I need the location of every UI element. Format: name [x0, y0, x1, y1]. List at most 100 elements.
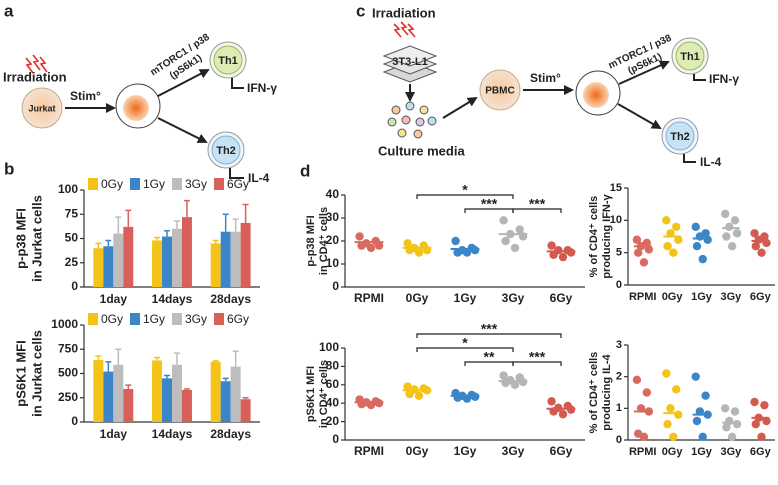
error-bar	[154, 356, 161, 361]
x-tick-label: RPMI	[354, 444, 384, 458]
x-tick-label: 6Gy	[750, 446, 772, 458]
data-point	[751, 419, 760, 429]
data-point	[662, 216, 671, 225]
data-point	[355, 232, 364, 241]
error-bar	[154, 236, 161, 241]
cell	[479, 69, 521, 111]
significance-bracket	[512, 208, 562, 213]
data-point	[762, 238, 771, 248]
output-label: IFN-γ	[709, 72, 739, 86]
cell-core	[123, 95, 149, 121]
significance-label: *	[462, 182, 468, 198]
significance-bracket	[512, 361, 562, 366]
x-tick-label: RPMI	[629, 291, 657, 303]
data-point	[547, 397, 556, 406]
data-point	[727, 242, 737, 251]
x-tick-label: 1Gy	[691, 446, 713, 458]
data-point	[632, 235, 642, 244]
th1-label: Th1	[218, 55, 238, 67]
legend-label: 6Gy	[227, 312, 249, 326]
bar	[103, 371, 114, 422]
bar	[220, 381, 231, 422]
bar	[240, 222, 251, 287]
stim-label: Stim°	[70, 89, 101, 103]
bar	[152, 240, 163, 287]
y-tick-label: 10	[610, 214, 622, 226]
x-tick-label: 1Gy	[691, 291, 713, 303]
data-point	[405, 389, 414, 399]
x-tick-label: 1Gy	[454, 444, 477, 458]
error-bar	[242, 203, 249, 223]
legend-swatch	[130, 178, 140, 190]
output-connector	[683, 154, 696, 163]
bar	[103, 246, 114, 287]
data-point	[720, 209, 730, 219]
data-point	[720, 404, 730, 413]
data-point	[636, 404, 646, 413]
bar	[210, 243, 221, 287]
output-label: IL-4	[700, 155, 722, 169]
bar	[93, 359, 104, 422]
bar	[162, 236, 172, 287]
data-point	[639, 432, 649, 442]
significance-bracket	[416, 333, 562, 338]
irradiation-icon	[393, 21, 416, 38]
data-point	[470, 246, 480, 255]
significance-label: **	[484, 349, 495, 365]
bar	[152, 360, 163, 422]
error-bar	[125, 384, 132, 390]
data-point	[730, 216, 740, 225]
y-tick-label: 0	[71, 279, 78, 293]
bar	[172, 228, 182, 287]
data-point	[547, 241, 556, 250]
data-point	[698, 254, 707, 264]
data-point	[698, 432, 707, 442]
data-point	[727, 432, 737, 442]
y-axis-label: in Jurkat cells	[29, 330, 44, 417]
error-bar	[164, 229, 171, 237]
bar	[93, 248, 104, 287]
output-connector	[229, 168, 244, 179]
y-tick-label: 5	[616, 247, 622, 259]
y-axis-label: in Jurkat cells	[29, 195, 44, 282]
data-point	[644, 245, 654, 254]
y-tick-label: 1000	[51, 317, 78, 331]
error-bar	[242, 397, 249, 400]
data-point	[462, 248, 472, 257]
error-bar	[95, 242, 102, 249]
legend-label: 6Gy	[227, 177, 249, 191]
data-point	[674, 410, 683, 419]
data-point	[499, 371, 508, 380]
y-tick-label: 0	[616, 434, 622, 446]
legend-swatch	[130, 313, 140, 325]
bar	[113, 364, 124, 422]
data-point	[549, 250, 558, 259]
y-axis-label: % of CD4⁺ cells	[588, 196, 600, 278]
data-point	[663, 242, 672, 251]
y-tick-label: 40	[326, 187, 340, 201]
data-point	[501, 378, 510, 388]
y-axis-label: in CD4⁺ cells	[318, 207, 330, 275]
error-bar	[222, 377, 229, 382]
data-point	[692, 416, 702, 426]
data-point	[453, 393, 462, 402]
data-point	[558, 252, 568, 262]
data-point	[414, 391, 424, 401]
y-axis-label: % of CD4⁺ cells	[588, 352, 600, 434]
data-point	[691, 372, 700, 381]
x-tick-label: 1Gy	[454, 291, 477, 305]
output-label: IFN-γ	[247, 81, 277, 95]
x-tick-label: 28days	[210, 427, 251, 441]
legend-swatch	[214, 313, 224, 325]
irradiation-icon	[25, 54, 48, 74]
data-point	[639, 258, 649, 267]
y-axis-label: pS6K1 MFI	[13, 340, 28, 406]
bar	[210, 361, 221, 422]
error-bar	[222, 213, 229, 232]
error-bar	[173, 352, 180, 365]
significance-label: ***	[481, 196, 498, 212]
error-bar	[115, 348, 122, 365]
x-tick-label: 1day	[100, 427, 128, 441]
y-tick-label: 80	[326, 359, 340, 373]
bar	[113, 233, 124, 287]
